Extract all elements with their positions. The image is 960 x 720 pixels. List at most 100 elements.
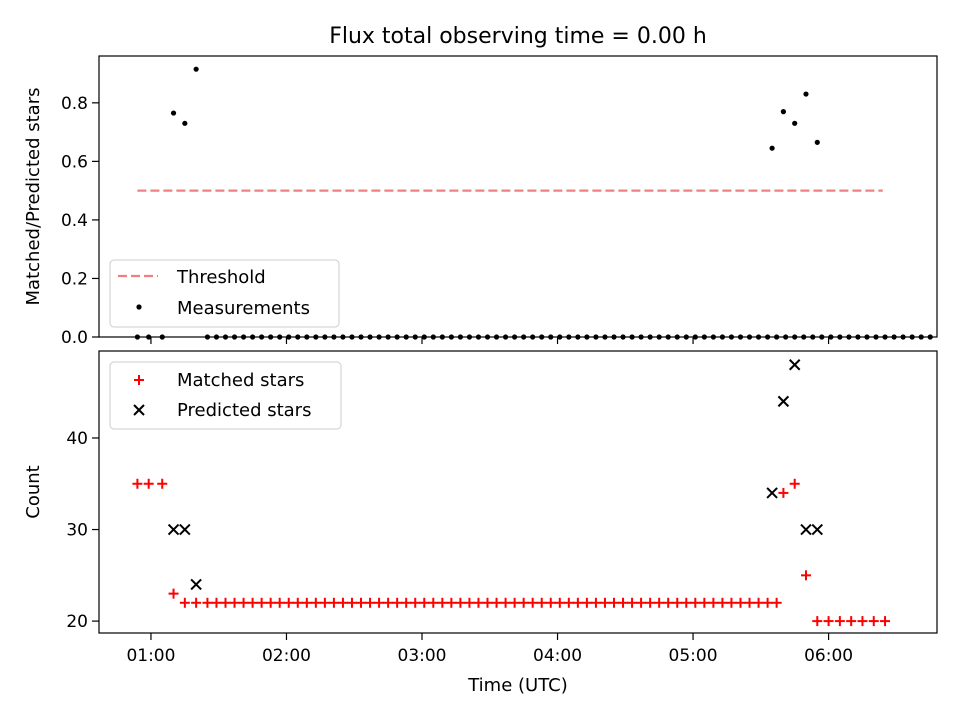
- matched-stars-point: [428, 597, 439, 608]
- predicted-stars-point: [190, 578, 202, 591]
- matched-stars-point: [392, 597, 403, 608]
- matched-stars-point: [473, 597, 484, 608]
- matched-stars-point: [699, 597, 710, 608]
- x-tick-label: 06:00: [804, 646, 853, 666]
- matched-stars-point: [455, 597, 466, 608]
- measurement-point: [792, 120, 798, 126]
- matched-stars-point: [735, 597, 746, 608]
- predicted-stars-point: [167, 523, 180, 536]
- matched-stars-point: [880, 616, 891, 627]
- x-tick-label: 02:00: [262, 646, 311, 666]
- matched-stars-point: [328, 597, 339, 608]
- legend-matched-label: Matched stars: [177, 370, 304, 391]
- x-tick-label: 03:00: [398, 646, 447, 666]
- matched-stars-point: [509, 597, 520, 608]
- matched-stars-point: [143, 478, 154, 489]
- x-tick-label: 05:00: [669, 646, 718, 666]
- matched-stars-point: [663, 597, 674, 608]
- matched-stars-point: [753, 597, 764, 608]
- matched-stars-point: [256, 597, 267, 608]
- matched-stars-point: [789, 478, 800, 489]
- matched-stars-point: [446, 597, 457, 608]
- legend-frame: [109, 361, 342, 430]
- matched-stars-point: [383, 597, 394, 608]
- measurement-point: [182, 120, 188, 126]
- y-tick-label: 20: [66, 612, 88, 632]
- plot-frame: [98, 55, 938, 338]
- measurement-point: [193, 66, 199, 72]
- matched-stars-point: [846, 616, 857, 627]
- measurement-point: [814, 139, 820, 145]
- matched-stars-point: [464, 597, 475, 608]
- matched-stars-point: [346, 597, 357, 608]
- matched-stars-point: [527, 597, 538, 608]
- matched-stars-point: [500, 597, 511, 608]
- matched-stars-point: [834, 616, 845, 627]
- matched-stars-point: [771, 597, 782, 608]
- matched-stars-point: [708, 597, 719, 608]
- matched-stars-point: [857, 616, 868, 627]
- x-axis-label: Time (UTC): [467, 675, 568, 696]
- matched-stars-point: [681, 597, 692, 608]
- matched-stars-point: [179, 597, 190, 608]
- matched-stars-point: [211, 597, 222, 608]
- matched-stars-point: [419, 597, 430, 608]
- matched-stars-point: [608, 597, 619, 608]
- predicted-stars-point: [788, 359, 801, 371]
- matched-stars-point: [823, 616, 834, 627]
- legend-threshold-label: Threshold: [176, 267, 266, 288]
- matched-stars-point: [132, 478, 143, 489]
- matched-stars-point: [168, 588, 179, 599]
- predicted-stars-point: [800, 523, 812, 536]
- matched-stars-point: [274, 597, 285, 608]
- matched-stars-point: [812, 616, 823, 627]
- matched-stars-point: [157, 478, 168, 489]
- matched-stars-point: [581, 597, 592, 608]
- matched-stars-point: [365, 597, 376, 608]
- matched-stars-point: [401, 597, 412, 608]
- matched-stars-point: [238, 597, 249, 608]
- matched-stars-point: [482, 597, 493, 608]
- matched-stars-point: [310, 597, 321, 608]
- matched-stars-point: [868, 616, 879, 627]
- matched-stars-point: [762, 597, 773, 608]
- legend-predicted-label: Predicted stars: [177, 400, 311, 421]
- matched-stars-point: [778, 487, 789, 498]
- y-axis-label: Count: [23, 465, 44, 518]
- predicted-stars-point: [133, 404, 145, 416]
- x-tick-label: 01:00: [126, 646, 175, 666]
- measurement-point: [769, 145, 775, 151]
- measurement-point: [803, 91, 809, 97]
- legend-measurement-label: Measurements: [177, 298, 310, 319]
- matched-stars-point: [518, 597, 529, 608]
- matched-stars-point: [491, 597, 502, 608]
- matched-stars-point: [356, 597, 367, 608]
- matched-stars-point: [292, 597, 303, 608]
- matched-stars-point: [717, 597, 728, 608]
- matched-stars-point: [191, 597, 202, 608]
- matched-stars-point: [563, 597, 574, 608]
- y-tick-label: 0.0: [61, 328, 88, 348]
- legend: Matched stars Predicted stars: [109, 361, 342, 430]
- y-tick-label: 0.2: [61, 269, 88, 289]
- matched-stars-point: [410, 597, 421, 608]
- matched-stars-point: [283, 597, 294, 608]
- predicted-stars-point: [777, 395, 790, 408]
- matched-stars-point: [690, 597, 701, 608]
- legend-frame: [109, 259, 340, 328]
- plot-frame: [98, 350, 938, 634]
- x-tick-label: 04:00: [533, 646, 582, 666]
- matched-stars-point: [220, 597, 231, 608]
- matched-stars-point: [247, 597, 258, 608]
- legend: Threshold Measurements: [109, 259, 340, 328]
- matched-stars-point: [654, 597, 665, 608]
- matched-stars-point: [645, 597, 656, 608]
- matched-stars-point: [627, 597, 638, 608]
- matched-stars-point: [134, 375, 144, 385]
- matched-stars-point: [744, 597, 755, 608]
- matched-stars-point: [301, 597, 312, 608]
- matched-stars-point: [265, 597, 276, 608]
- measurement-point: [170, 110, 177, 116]
- measurement-point: [780, 109, 787, 115]
